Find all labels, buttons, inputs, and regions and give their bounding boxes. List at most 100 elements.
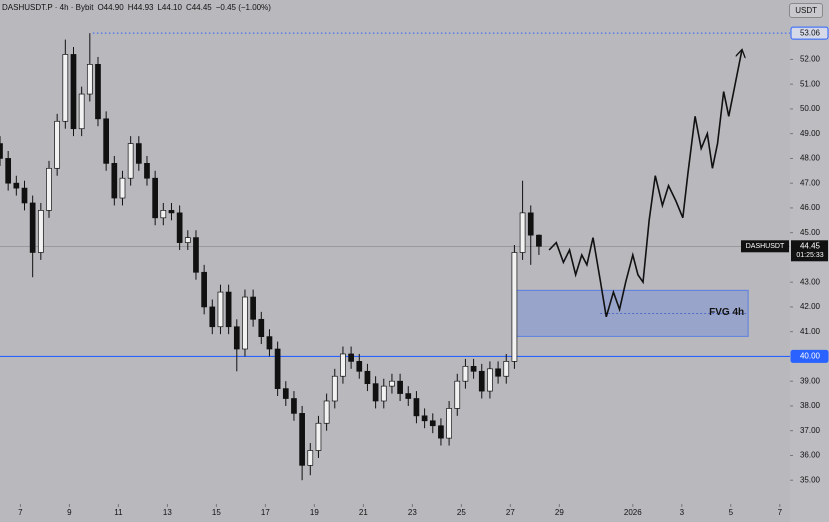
candle-body xyxy=(380,385,387,402)
level-label: 40.00 xyxy=(800,352,821,361)
header-item: DASHUSDT.P · 4h · Bybit xyxy=(2,3,94,12)
candle-body xyxy=(103,118,109,164)
candle-body xyxy=(291,398,297,414)
candle-body xyxy=(258,318,265,337)
y-tick-label: 35.00 xyxy=(800,475,821,484)
candle-body xyxy=(250,296,256,320)
candle-body xyxy=(503,361,510,377)
level-label-box xyxy=(790,349,829,363)
y-tick-label: 39.00 xyxy=(800,376,821,385)
x-tick-label: 21 xyxy=(359,508,368,517)
header-item: O44.90 xyxy=(97,3,124,12)
last-price-box xyxy=(791,240,828,262)
candle-body xyxy=(307,450,314,466)
x-tick-label: 11 xyxy=(114,508,123,517)
candle-body xyxy=(511,252,518,362)
fvg-label: FVG 4h xyxy=(709,307,744,318)
y-tick-label: 49.00 xyxy=(800,129,821,138)
y-tick-label: 52.00 xyxy=(800,55,821,64)
candle-body xyxy=(405,393,412,399)
candle-body xyxy=(193,237,199,273)
candle-body xyxy=(119,177,126,199)
candle-body xyxy=(470,365,477,372)
last-price-symbol: DASHUSDT xyxy=(746,243,785,250)
countdown: 01:25:33 xyxy=(796,252,823,259)
y-tick-label: 45.00 xyxy=(800,228,821,237)
candle-body xyxy=(527,212,534,236)
x-tick-label: 13 xyxy=(163,508,172,517)
candle-body xyxy=(372,383,379,402)
candle-body xyxy=(54,120,61,169)
candle-body xyxy=(478,370,485,392)
candle-body xyxy=(299,413,305,466)
candle-body xyxy=(0,143,3,159)
candle-body xyxy=(323,400,330,424)
candle-body xyxy=(46,167,52,211)
y-tick-label: 46.00 xyxy=(800,203,821,212)
y-tick-label: 37.00 xyxy=(800,426,821,435)
candle-body xyxy=(331,375,338,402)
candle-body xyxy=(519,212,526,253)
header-item: C44.45 xyxy=(185,3,212,12)
candle-body xyxy=(168,210,175,214)
candle-body xyxy=(233,326,240,350)
candle-body xyxy=(242,296,248,350)
candle-body xyxy=(70,54,77,130)
candle-body xyxy=(5,158,12,184)
currency-button[interactable]: USDT xyxy=(789,3,823,18)
header: DASHUSDT.P · 4h · Bybit O44.90 H44.93 L44.1… xyxy=(2,3,275,12)
candle-body xyxy=(315,422,322,451)
candle-body xyxy=(413,398,420,417)
candle-body xyxy=(340,353,346,377)
candle-body xyxy=(184,237,191,243)
y-tick-label: 41.00 xyxy=(800,327,821,336)
candle-body xyxy=(274,348,281,389)
candle-body xyxy=(13,182,20,189)
candle-body xyxy=(152,177,158,219)
candle-body xyxy=(176,212,183,243)
candle-body xyxy=(389,380,395,387)
candle-body xyxy=(225,291,232,328)
y-tick-label: 42.00 xyxy=(800,302,821,311)
candle-body xyxy=(95,64,101,120)
x-tick-label: 7 xyxy=(18,508,23,517)
candle-body xyxy=(127,143,134,179)
projection-path xyxy=(548,50,742,318)
candle-body xyxy=(454,380,461,409)
candle-body xyxy=(282,388,289,399)
candle-body xyxy=(462,365,469,382)
candle-body xyxy=(21,187,28,204)
candle-body xyxy=(536,234,542,247)
y-tick-label: 48.00 xyxy=(800,154,821,163)
y-tick-label: 38.00 xyxy=(800,401,821,410)
y-tick-label: 47.00 xyxy=(800,178,821,187)
candle-body xyxy=(397,380,403,394)
candle-body xyxy=(429,420,436,427)
candle-body xyxy=(62,54,69,122)
header-item: −0.45 (−1.00%) xyxy=(215,3,271,12)
candle-body xyxy=(135,143,142,164)
candle-body xyxy=(37,210,44,253)
candle-body xyxy=(160,210,167,219)
header-item: H44.93 xyxy=(127,3,154,12)
x-tick-label: 25 xyxy=(457,508,466,517)
x-tick-label: 3 xyxy=(680,508,685,517)
candle-body xyxy=(438,425,444,439)
x-tick-label: 7 xyxy=(778,508,783,517)
candle-body xyxy=(421,415,428,422)
candle-body xyxy=(217,291,224,328)
y-tick-label: 50.00 xyxy=(800,104,821,113)
candle-body xyxy=(86,64,93,95)
candle-body xyxy=(209,306,216,328)
candle-body xyxy=(201,271,207,308)
x-tick-label: 27 xyxy=(506,508,515,517)
candle-body xyxy=(446,408,452,439)
y-tick-label: 43.00 xyxy=(800,277,821,286)
x-tick-label: 5 xyxy=(729,508,734,517)
level-label-box xyxy=(790,26,829,40)
candle-body xyxy=(144,163,150,179)
candle-body xyxy=(78,93,85,130)
x-tick-label: 23 xyxy=(408,508,417,517)
